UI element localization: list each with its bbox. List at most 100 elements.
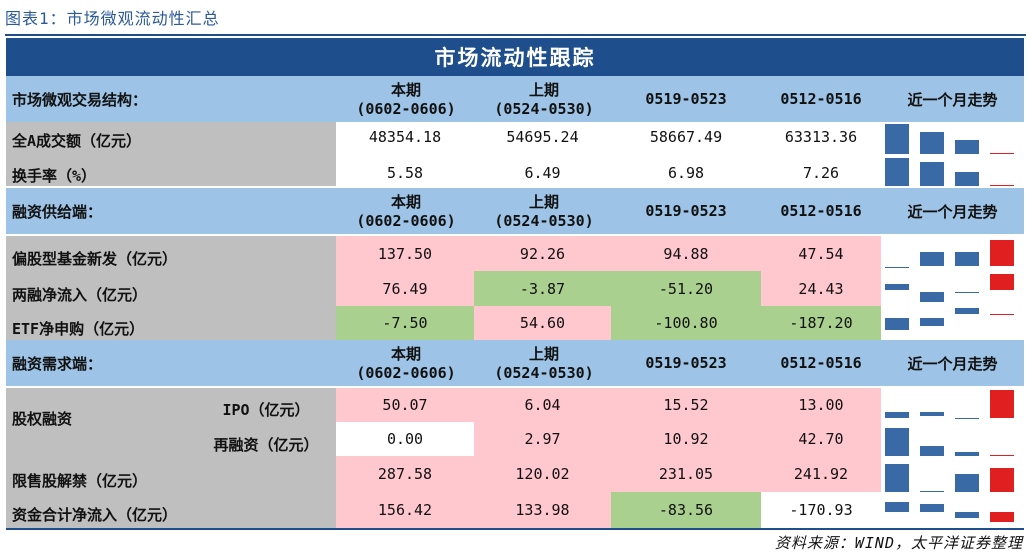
cell-unlock-0: 287.58	[336, 456, 474, 492]
col-p4: 0512-0516	[780, 90, 862, 108]
col-cur-line2: (0602-0606)	[356, 364, 456, 382]
trend-spark-2	[881, 236, 1024, 340]
col-prev-line2: (0524-0530)	[494, 100, 594, 118]
row-label-turnrate: 换手率（%）	[12, 166, 97, 185]
col-prev-line1: 上期	[528, 192, 559, 211]
cell-turnover-2: 58667.49	[611, 122, 761, 152]
section-label-3: 融资需求端：	[12, 354, 103, 373]
trend-bar	[920, 132, 944, 154]
trend-bar	[990, 314, 1014, 315]
cell-unlock-3: 241.92	[761, 456, 881, 492]
row-label-ipo: IPO（亿元）	[222, 400, 310, 419]
row-label-netflow: 资金合计净流入（亿元）	[12, 505, 178, 524]
trend-bar	[955, 418, 979, 419]
trend-bar	[885, 464, 909, 492]
section-header-3	[6, 340, 1024, 386]
cell-ipo-1: 6.04	[474, 388, 611, 422]
cell-newfund-3: 47.54	[761, 236, 881, 271]
row-label-newfund: 偏股型基金新发（亿元）	[12, 249, 178, 268]
cell-turnrate-2: 6.98	[611, 158, 761, 188]
row-label-turnover: 全A成交额（亿元）	[12, 131, 142, 150]
cell-etf-3: -187.20	[761, 306, 881, 340]
col-p3: 0519-0523	[645, 202, 727, 220]
trend-bar	[990, 512, 1014, 522]
cell-ipo-2: 15.52	[611, 388, 761, 422]
col-prev-line2: (0524-0530)	[494, 364, 594, 382]
cell-turnrate-3: 7.26	[761, 158, 881, 188]
cell-refin-0: 0.00	[336, 422, 474, 456]
trend-bar	[955, 140, 979, 154]
label-block-3	[6, 388, 336, 528]
cell-ipo-0: 50.07	[336, 388, 474, 422]
bottom-divider	[6, 528, 1024, 530]
trend-bar	[990, 240, 1014, 266]
cell-margin-1: -3.87	[474, 271, 611, 306]
trend-bar	[920, 446, 944, 456]
col-cur-line2: (0602-0606)	[356, 100, 456, 118]
cell-refin-1: 2.97	[474, 422, 611, 456]
col-trend: 近一个月走势	[907, 354, 998, 373]
cell-turnover-3: 63313.36	[761, 122, 881, 152]
row-label-refin: 再融资（亿元）	[213, 435, 319, 454]
trend-bar	[955, 292, 979, 293]
cell-etf-0: -7.50	[336, 306, 474, 340]
row-label-margin: 两融净流入（亿元）	[12, 285, 148, 304]
figure-title: 图表1：市场微观流动性汇总	[5, 9, 220, 28]
col-cur-line2: (0602-0606)	[356, 212, 456, 230]
col-trend: 近一个月走势	[907, 202, 998, 221]
trend-bar	[920, 504, 944, 512]
col-p3: 0519-0523	[645, 90, 727, 108]
source-note: 资料来源：WIND，太平洋证券整理	[774, 534, 1023, 552]
trend-bar	[990, 390, 1014, 418]
trend-bar	[990, 153, 1014, 154]
trend-bar	[990, 455, 1014, 456]
trend-bar	[885, 284, 909, 290]
col-cur-line1: 本期	[390, 344, 421, 363]
cell-margin-3: 24.43	[761, 271, 881, 306]
row-label-etf: ETF净申购（亿元）	[12, 319, 145, 338]
trend-bar	[885, 158, 909, 186]
trend-bar	[955, 172, 979, 186]
label-block-1	[6, 122, 336, 186]
cell-margin-0: 76.49	[336, 271, 474, 306]
trend-bar	[885, 318, 909, 330]
cell-etf-2: -100.80	[611, 306, 761, 340]
trend-bar	[920, 318, 944, 326]
cell-newfund-2: 94.88	[611, 236, 761, 271]
cell-refin-3: 42.70	[761, 422, 881, 456]
col-p4: 0512-0516	[780, 354, 862, 372]
trend-bar	[920, 252, 944, 266]
cell-netflow-2: -83.56	[611, 492, 761, 528]
label-block-2	[6, 236, 336, 340]
cell-newfund-1: 92.26	[474, 236, 611, 271]
trend-bar	[885, 124, 909, 154]
trend-bar	[920, 412, 944, 416]
col-prev-line2: (0524-0530)	[494, 212, 594, 230]
col-prev-line1: 上期	[528, 80, 559, 99]
trend-bar	[990, 468, 1014, 492]
section-label-1: 市场微观交易结构：	[12, 90, 148, 109]
col-trend: 近一个月走势	[907, 90, 998, 109]
trend-spark-3	[881, 388, 1024, 528]
cell-turnrate-0: 5.58	[336, 158, 474, 188]
trend-bar	[920, 292, 944, 302]
trend-bar	[920, 491, 944, 492]
trend-bar	[955, 308, 979, 314]
trend-bar	[955, 252, 979, 266]
section-label-2: 融资供给端：	[12, 202, 103, 221]
cell-newfund-0: 137.50	[336, 236, 474, 271]
trend-bar	[990, 274, 1014, 290]
trend-bar	[955, 474, 979, 492]
trend-bar	[990, 185, 1014, 186]
cell-refin-2: 10.92	[611, 422, 761, 456]
liquidity-table: 市场流动性跟踪 市场微观交易结构： 本期 (0602-0606) 上期 (052…	[6, 38, 1024, 528]
trend-bar	[885, 267, 909, 268]
cell-turnrate-1: 6.49	[474, 158, 611, 188]
row-label-unlock: 限售股解禁（亿元）	[12, 471, 148, 490]
cell-netflow-3: -170.93	[761, 492, 881, 528]
cell-etf-1: 54.60	[474, 306, 611, 340]
cell-margin-2: -51.20	[611, 271, 761, 306]
cell-ipo-3: 13.00	[761, 388, 881, 422]
col-cur-line1: 本期	[390, 80, 421, 99]
cell-netflow-1: 133.98	[474, 492, 611, 528]
